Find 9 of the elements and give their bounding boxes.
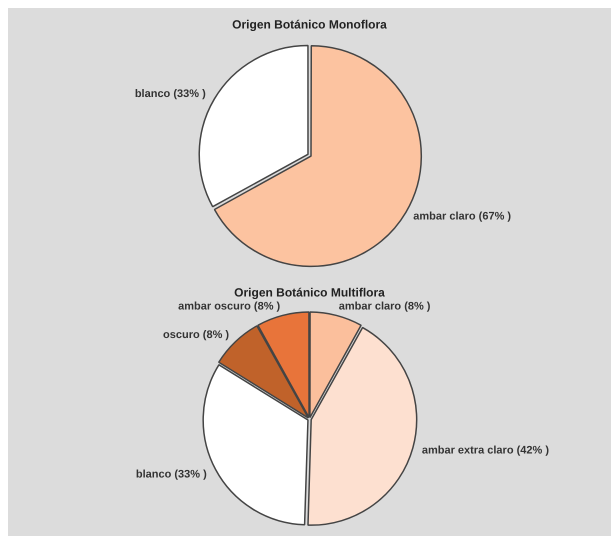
slice-label: ambar claro (67% ) (413, 210, 512, 223)
chart-title: Origen Botánico Monoflora (232, 18, 388, 32)
slice-label: ambar claro (8% ) (338, 300, 431, 312)
chart-title: Origen Botánico Multiflora (234, 286, 386, 300)
slice-label: oscuro (8% ) (163, 328, 230, 341)
slice-label: blanco (33% ) (136, 468, 208, 480)
slice-label: ambar extra claro (42% ) (422, 444, 550, 456)
slice-label: ambar oscuro (8% ) (178, 300, 281, 312)
slice-label: blanco (33% ) (134, 88, 206, 100)
